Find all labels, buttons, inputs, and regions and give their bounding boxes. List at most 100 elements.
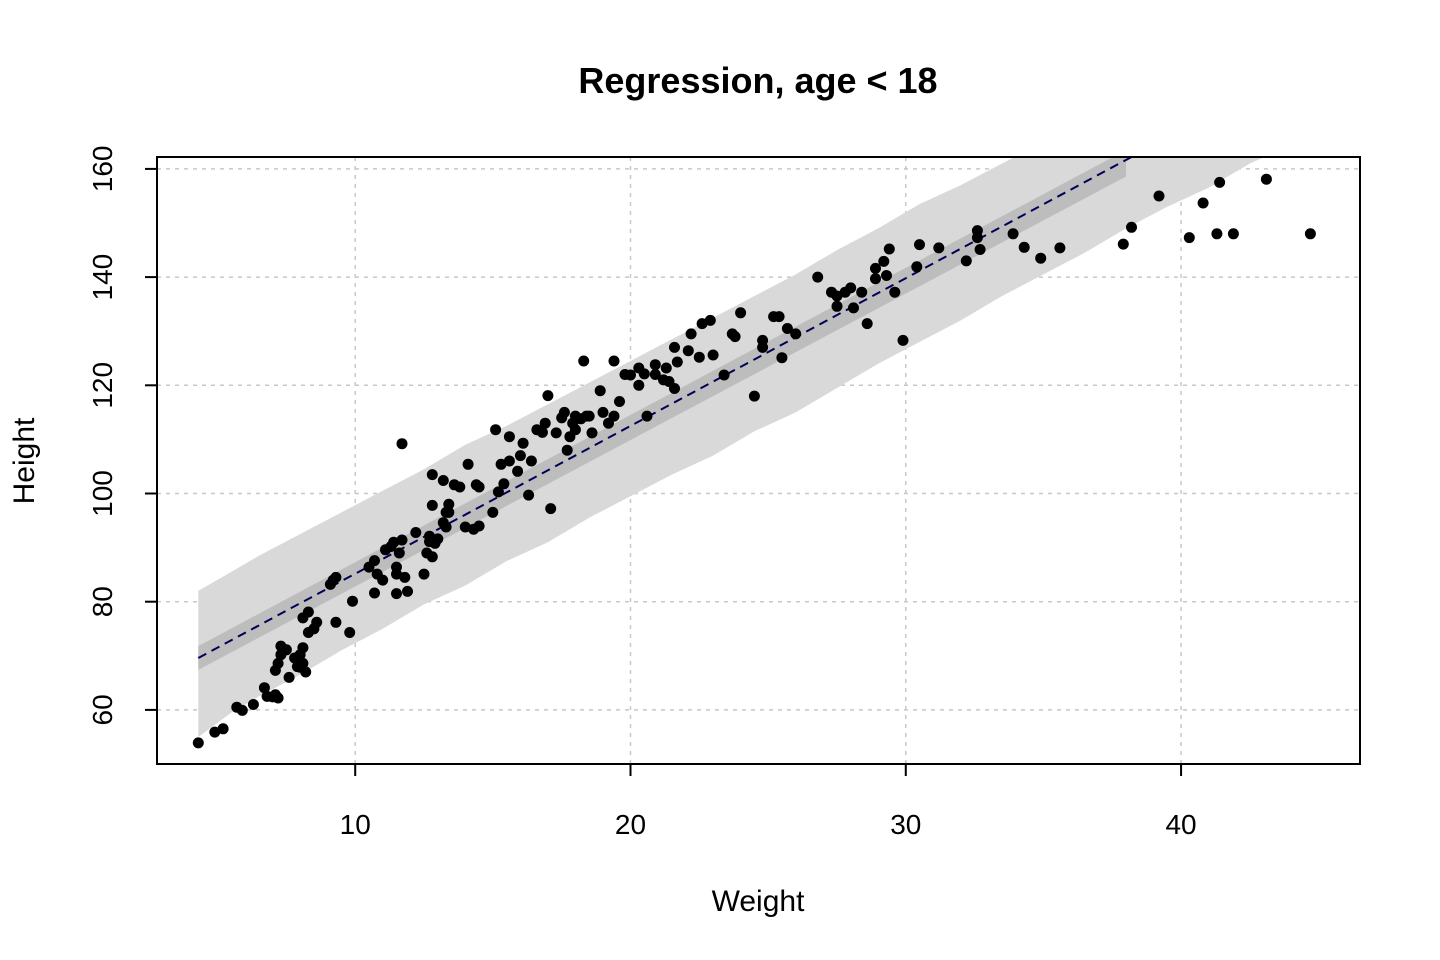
data-point [297, 642, 309, 654]
data-point [569, 424, 581, 436]
data-point [649, 359, 661, 371]
data-point [344, 627, 356, 638]
data-point [247, 699, 259, 710]
data-point [426, 499, 438, 511]
data-point [1260, 173, 1272, 185]
data-point [236, 704, 248, 716]
data-point [514, 450, 526, 462]
data-point [369, 587, 380, 599]
data-point [487, 506, 499, 518]
data-point [393, 547, 405, 559]
data-point [583, 410, 595, 422]
data-point [883, 243, 895, 255]
data-point [1227, 228, 1239, 240]
data-point [377, 574, 389, 586]
data-point [297, 657, 309, 669]
data-point [512, 465, 524, 477]
data-point [707, 349, 719, 361]
data-point [396, 438, 408, 450]
data-point [536, 426, 548, 438]
x-tick-label: 30 [890, 809, 921, 840]
x-tick-label: 10 [340, 809, 371, 840]
x-tick-label: 40 [1165, 809, 1196, 840]
data-point [649, 369, 661, 380]
data-point [781, 323, 793, 334]
data-point [258, 682, 270, 694]
data-point [426, 551, 438, 563]
y-tick-label: 120 [87, 362, 118, 409]
data-point [861, 318, 873, 330]
data-point [272, 657, 284, 669]
data-point [881, 270, 892, 281]
data-point [1197, 197, 1209, 209]
data-point [495, 458, 507, 470]
data-point [550, 427, 562, 439]
data-point [545, 503, 557, 515]
data-point [347, 595, 358, 607]
data-point [831, 300, 843, 312]
data-point [578, 355, 590, 367]
data-point [1153, 190, 1165, 202]
axes: 10 20 30 40 60 80 100 120 140 160 [87, 146, 1361, 840]
data-point [454, 481, 466, 493]
data-point [443, 498, 455, 510]
y-tick-label: 140 [87, 254, 118, 301]
data-point [757, 334, 769, 346]
y-axis-label: Height [8, 417, 41, 504]
data-point [974, 244, 986, 255]
data-point [594, 385, 606, 397]
data-point [671, 356, 683, 368]
data-point [539, 417, 551, 429]
data-point [311, 616, 323, 628]
data-point [597, 406, 609, 418]
data-point [283, 671, 295, 683]
data-point [217, 723, 229, 735]
data-point [209, 726, 221, 738]
data-point [1183, 232, 1195, 244]
data-point [614, 396, 625, 407]
data-point [399, 571, 411, 583]
data-point [1035, 252, 1047, 264]
data-point [960, 255, 972, 267]
data-point [773, 311, 785, 323]
data-point [633, 379, 645, 391]
data-point [1214, 176, 1226, 188]
data-point [542, 390, 554, 402]
data-point [776, 352, 788, 364]
data-point [831, 290, 843, 302]
data-point [1211, 228, 1223, 240]
data-point [272, 692, 284, 704]
data-point [426, 469, 438, 481]
data-point [911, 261, 923, 273]
data-point [1126, 221, 1137, 233]
data-point [735, 307, 747, 319]
data-point [889, 286, 901, 298]
data-point [586, 427, 598, 439]
data-point [330, 571, 342, 583]
data-point [498, 478, 510, 490]
data-point [523, 489, 535, 501]
data-point [748, 390, 760, 402]
data-point [330, 616, 342, 628]
data-point [870, 273, 881, 285]
y-tick-label: 100 [87, 470, 118, 517]
data-point [525, 455, 537, 467]
data-point [490, 424, 502, 436]
data-point [369, 555, 380, 567]
data-point [432, 533, 444, 545]
data-point [660, 362, 672, 374]
data-point [418, 568, 430, 580]
data-point [517, 437, 529, 449]
data-point [459, 521, 471, 533]
data-point [280, 644, 292, 656]
data-point [718, 369, 730, 381]
data-point [1117, 238, 1129, 250]
data-point [608, 355, 620, 367]
data-point [302, 606, 314, 618]
data-point [402, 585, 413, 597]
data-point [492, 486, 504, 498]
data-point [503, 431, 515, 443]
data-point [608, 410, 620, 422]
prediction-interval-band [198, 157, 1265, 737]
